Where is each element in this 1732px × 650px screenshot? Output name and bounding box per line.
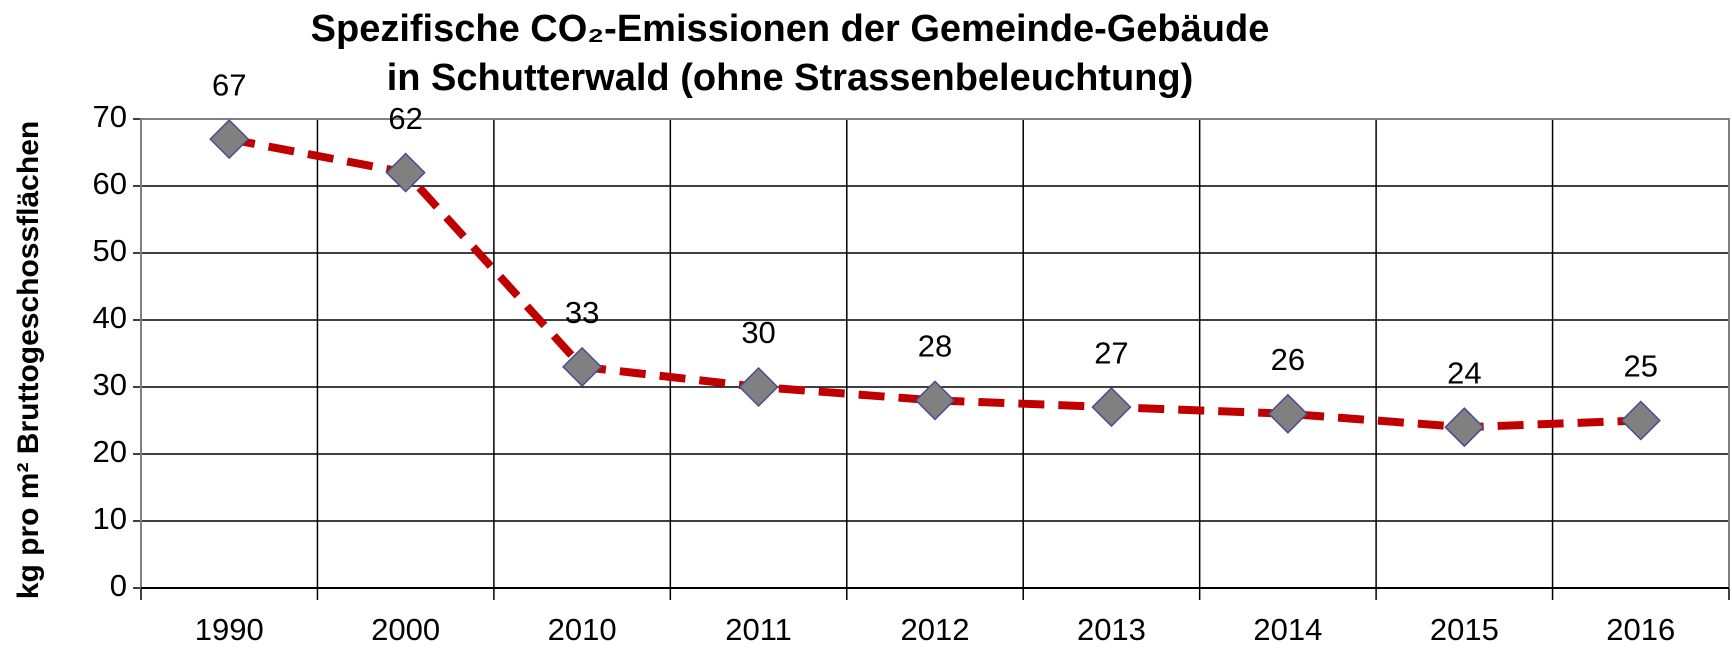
data-label: 25 (1624, 349, 1658, 384)
marker (738, 366, 779, 408)
y-tick-label: 60 (93, 166, 127, 201)
y-tick-label: 10 (93, 501, 127, 536)
marker (914, 380, 956, 421)
data-label: 30 (741, 315, 775, 350)
marker (385, 152, 426, 193)
x-tick-label: 2010 (548, 612, 617, 647)
y-tick-label: 50 (93, 233, 127, 268)
chart-title: in Schutterwald (ohne Strassenbeleuchtun… (387, 57, 1194, 99)
data-label: 28 (918, 329, 952, 364)
marker (1444, 407, 1485, 448)
y-tick-label: 0 (110, 568, 127, 603)
y-axis-label: kg pro m² Bruttogeschossflächen (12, 121, 45, 599)
data-label: 67 (212, 67, 246, 102)
marker (562, 346, 603, 387)
x-tick-label: 2012 (901, 612, 970, 647)
x-tick-label: 2011 (725, 612, 792, 647)
x-tick-label: 2000 (371, 612, 440, 647)
data-label: 27 (1094, 335, 1128, 370)
x-tick-label: 2015 (1430, 612, 1499, 647)
data-label: 62 (388, 101, 422, 136)
x-tick-label: 2016 (1606, 612, 1675, 647)
data-label: 26 (1271, 342, 1305, 377)
marker (1620, 400, 1661, 441)
marker (1267, 393, 1308, 434)
y-tick-label: 70 (93, 99, 127, 134)
x-tick-label: 2013 (1077, 612, 1146, 647)
y-tick-label: 40 (93, 300, 127, 335)
marker (1091, 387, 1132, 428)
x-tick-label: 2014 (1253, 612, 1322, 647)
x-tick-label: 1990 (195, 612, 264, 647)
data-label: 24 (1447, 355, 1481, 390)
y-tick-label: 20 (93, 434, 127, 469)
chart-title: Spezifische CO₂-Emissionen der Gemeinde-… (311, 8, 1270, 50)
y-tick-label: 30 (93, 367, 127, 402)
marker (209, 119, 250, 160)
data-label: 33 (565, 295, 599, 330)
